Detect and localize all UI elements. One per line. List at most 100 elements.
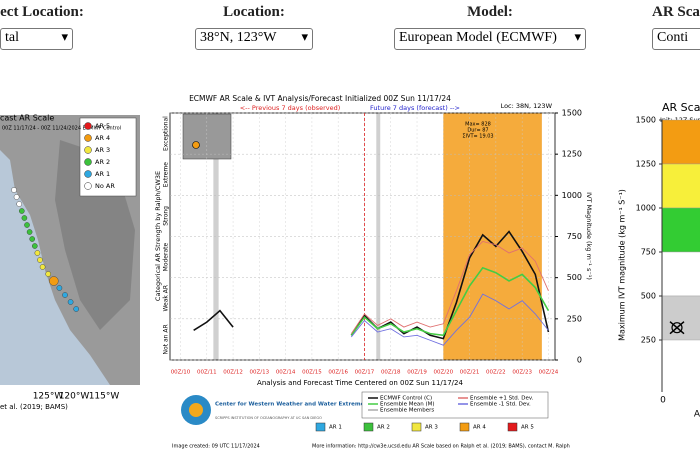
select[interactable]: European Model (ECMWF)	[394, 28, 586, 50]
legend-dot	[84, 182, 92, 190]
x-tick-label: 00Z/21	[460, 370, 480, 376]
x-tick-label: 00Z/11	[197, 370, 217, 376]
ar-box-label: AR 3	[425, 425, 438, 431]
ivt-marker	[671, 322, 683, 334]
y2-tick-label: 1250	[562, 150, 582, 159]
x-tick-label: 00Z/19	[407, 370, 427, 376]
lon-label: 115°W	[89, 392, 120, 402]
legend-label: Ensemble -1 Std. Dev.	[470, 402, 531, 408]
y-tick-label: 1500	[636, 116, 656, 125]
coast-point	[73, 306, 79, 312]
x-tick-label: 00Z/12	[223, 370, 243, 376]
ar-category-label: Weak AR	[163, 285, 170, 312]
y2-tick-label: 1000	[562, 191, 582, 200]
select[interactable]: 38°N, 123°W	[195, 28, 313, 50]
legend-label: AR 1	[95, 170, 110, 178]
scale-band	[661, 295, 700, 341]
coast-point	[62, 292, 68, 298]
ivt-marker-x	[669, 321, 685, 335]
series-line	[350, 266, 550, 337]
ocean	[0, 150, 110, 385]
lon-label: 120°W	[59, 392, 90, 402]
map-subtitle: 00Z 11/17/24 - 00Z 11/24/2024 ECMWF Cont…	[2, 126, 121, 132]
ar-box-label: AR 2	[377, 425, 390, 431]
coast-point	[67, 299, 74, 305]
control: Model: European Model (ECMWF)	[394, 4, 586, 50]
org-name: Center for Western Weather and Water Ext…	[215, 402, 368, 408]
select[interactable]: Conti	[652, 28, 700, 50]
control: ect Location: tal	[0, 4, 92, 50]
legend-label: AR 4	[95, 134, 110, 142]
location-label: Loc: 38N, 123W	[501, 102, 553, 110]
legend-label: AR 3	[95, 146, 110, 154]
y-tick-label: 500	[641, 292, 656, 301]
y-axis-label: Categorical AR Strength by Ralph/CW3E	[154, 171, 162, 301]
y-tick-label: 1000	[636, 204, 656, 213]
scale-band	[661, 163, 700, 209]
y2-tick-label: 1500	[562, 109, 582, 118]
stat-label: Max= 828	[465, 122, 491, 128]
legend-label: Ensemble Mean (M)	[380, 402, 435, 408]
legend-dot	[84, 170, 92, 178]
ar-box-label: AR 5	[521, 425, 534, 431]
chart-title: ECMWF AR Scale & IVT Analysis/Forecast I…	[189, 94, 451, 103]
coast-point	[13, 194, 20, 200]
control-label: Model:	[467, 4, 513, 20]
control-label: AR Scal	[652, 4, 700, 20]
y2-tick-label: 0	[577, 356, 582, 365]
y2-tick-label: 250	[567, 314, 582, 323]
stat-label: ΣIVT= 19.03	[462, 134, 493, 140]
map-title: cast AR Scale	[0, 114, 54, 123]
select[interactable]: tal	[0, 28, 73, 50]
ar-category-label: Exceptional	[163, 116, 170, 151]
control: AR Scal Conti	[652, 4, 700, 50]
scale-band	[661, 207, 700, 253]
x-tick-label: 00Z/24	[539, 370, 559, 376]
ar-box	[363, 422, 374, 432]
legend-dot	[84, 158, 92, 166]
legend-label: ECMWF Control (C)	[380, 396, 432, 402]
y-tick-label: 1250	[636, 160, 656, 169]
y2-tick-label: 750	[567, 232, 582, 241]
legend-dot	[84, 122, 92, 130]
info: More information: http://cw3e.ucsd.edu A…	[312, 444, 570, 450]
ar-box-label: AR 1	[329, 425, 342, 431]
lon-label: 125°W	[33, 392, 64, 402]
x-tick-label: 00Z/18	[381, 370, 401, 376]
ar-category-label: Strong	[163, 206, 170, 226]
right-bottom-label: A	[694, 410, 700, 420]
x-tick-label: 00Z/14	[276, 370, 296, 376]
control-label: Location:	[223, 4, 285, 20]
y-tick-label: 750	[641, 248, 656, 257]
x-tick-label: 00Z/13	[250, 370, 270, 376]
series-line	[350, 293, 549, 346]
control: Location: 38°N, 123°W	[195, 4, 313, 50]
coast-point	[45, 271, 52, 277]
scale-band	[661, 251, 700, 297]
coast-point	[39, 264, 46, 270]
legend-dot	[84, 146, 92, 154]
ar-category-label: Extreme	[163, 162, 170, 188]
ar-box-label: AR 4	[473, 425, 486, 431]
inset-map	[182, 113, 232, 160]
x-tick-label: 00Z/16	[328, 370, 348, 376]
ar-box	[507, 422, 518, 432]
right-y-label: Maximum IVT magnitude (kg m⁻¹ S⁻¹)	[618, 189, 627, 341]
legend-label: Ensemble Members	[380, 408, 434, 414]
coast-point	[34, 250, 41, 256]
coast-point	[24, 222, 30, 228]
legend-label: AR 2	[95, 158, 110, 166]
x-tick-label: 00Z/20	[433, 370, 453, 376]
x-tick-label: 00Z/22	[486, 370, 506, 376]
coast-point	[21, 215, 28, 221]
coast-point	[18, 208, 25, 214]
scale-band	[661, 119, 700, 165]
ar-box	[459, 422, 470, 432]
x-tick-label: 00Z/17	[355, 370, 375, 376]
coast-point	[29, 236, 36, 242]
map-credit: et al. (2019; BAMS)	[0, 403, 68, 411]
stat-label: Dur= 87	[467, 128, 488, 134]
control-label: ect Location:	[0, 4, 84, 20]
